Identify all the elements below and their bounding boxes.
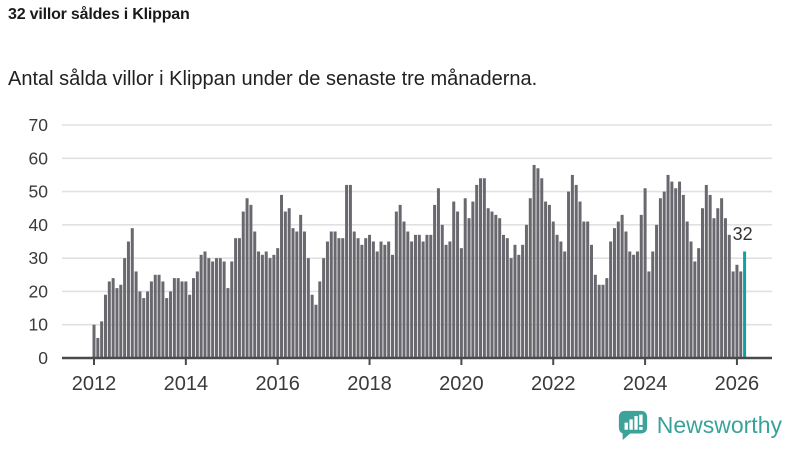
chart-title: 32 villor såldes i Klippan xyxy=(8,6,190,23)
svg-text:2020: 2020 xyxy=(439,373,484,395)
svg-text:20: 20 xyxy=(29,281,49,301)
newsworthy-logo-icon xyxy=(618,410,647,441)
svg-text:0: 0 xyxy=(38,348,48,368)
bar-chart: 2012 2014 2016 2018 2020 2022 2024 2026 0 10 20 30 4… xyxy=(29,115,772,395)
svg-text:40: 40 xyxy=(29,215,49,235)
svg-text:2026: 2026 xyxy=(715,373,760,395)
chart-subtitle: Antal sålda villor i Klippan under de se… xyxy=(8,68,538,90)
svg-text:60: 60 xyxy=(29,148,49,168)
svg-text:2018: 2018 xyxy=(347,373,392,395)
svg-text:50: 50 xyxy=(29,182,49,202)
highlight-value-label: 32 xyxy=(733,224,753,244)
brand-name: Newsworthy xyxy=(656,411,782,438)
svg-text:2012: 2012 xyxy=(72,373,117,395)
svg-text:30: 30 xyxy=(29,248,49,268)
svg-text:2024: 2024 xyxy=(623,373,668,395)
svg-text:10: 10 xyxy=(29,315,49,335)
newsworthy-logo: Newsworthy xyxy=(617,408,782,442)
svg-text:2016: 2016 xyxy=(255,373,300,395)
svg-text:2014: 2014 xyxy=(164,373,209,395)
svg-text:70: 70 xyxy=(29,115,49,135)
svg-text:2022: 2022 xyxy=(531,373,576,395)
